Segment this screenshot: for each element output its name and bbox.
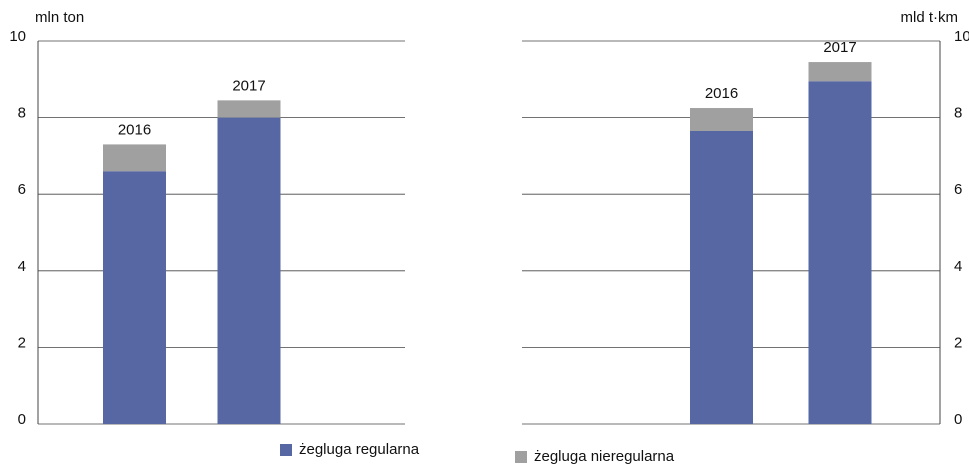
legend-swatch [280, 444, 292, 456]
legend-label: żegluga nieregularna [534, 448, 675, 465]
legend-label: żegluga regularna [299, 441, 420, 458]
y-tick-label: 4 [18, 258, 26, 275]
bar-segment [808, 62, 872, 82]
y-axis-label: mln ton [35, 9, 84, 26]
y-tick-label: 4 [954, 258, 962, 275]
legend-swatch [515, 451, 527, 463]
category-label: 2016 [705, 85, 738, 102]
bar-segment [103, 144, 166, 172]
y-tick-label: 10 [954, 28, 969, 45]
category-label: 2016 [118, 121, 151, 138]
bar-segment [690, 108, 753, 132]
y-tick-label: 6 [18, 181, 26, 198]
y-axis-label: mld t·km [901, 9, 959, 26]
y-tick-label: 2 [954, 334, 962, 351]
y-tick-label: 8 [18, 105, 26, 122]
bar-segment [217, 100, 281, 118]
category-label: 2017 [232, 77, 265, 94]
bar-segment [217, 117, 281, 424]
y-tick-label: 10 [9, 28, 26, 45]
y-tick-label: 0 [18, 411, 26, 428]
bar-segment [808, 81, 872, 424]
y-tick-label: 0 [954, 411, 962, 428]
y-tick-label: 6 [954, 181, 962, 198]
bar-segment [103, 171, 166, 424]
y-tick-label: 2 [18, 334, 26, 351]
y-tick-label: 8 [954, 105, 962, 122]
bar-segment [690, 131, 753, 424]
category-label: 2017 [823, 39, 856, 56]
